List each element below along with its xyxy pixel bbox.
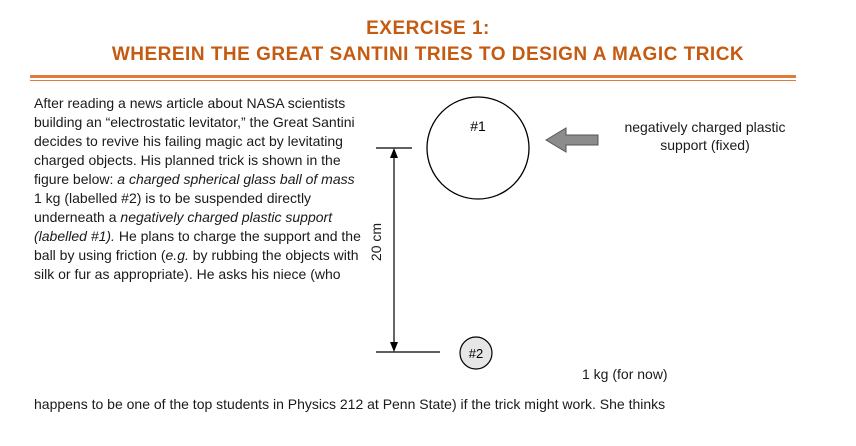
paragraph-last-line: happens to be one of the top students in… bbox=[34, 396, 666, 412]
dimension-arrow-up-icon bbox=[390, 148, 398, 158]
support-number: #1 bbox=[470, 118, 486, 134]
dimension-arrow-down-icon bbox=[390, 342, 398, 352]
distance-label: 20 cm bbox=[368, 222, 384, 262]
plastic-support-circle bbox=[426, 96, 530, 200]
paragraph-text-tail: by rubbing the objects with silk or fur … bbox=[34, 247, 359, 282]
paragraph-text: After reading a news article about NASA … bbox=[34, 95, 355, 187]
ball-mass-label: 1 kg (for now) bbox=[582, 366, 668, 382]
paragraph-text-end: He plans to charge the support and the b… bbox=[34, 228, 361, 263]
title-rule-thick bbox=[30, 75, 796, 78]
paragraph-italic-eg: e.g. bbox=[165, 247, 189, 263]
paragraph-italic-ball: a charged spherical glass ball of mass bbox=[117, 171, 355, 187]
title-rule-thin bbox=[30, 80, 796, 81]
ball-number: #2 bbox=[469, 346, 483, 361]
paragraph-italic-support: negatively charged plastic support (labe… bbox=[34, 209, 333, 244]
support-label: negatively charged plastic support (fixe… bbox=[624, 119, 786, 153]
exercise-title: WHEREIN THE GREAT SANTINI TRIES TO DESIG… bbox=[111, 44, 745, 65]
problem-paragraph: After reading a news article about NASA … bbox=[34, 94, 364, 284]
paragraph-text-mid: 1 kg (labelled #2) is to be suspended di… bbox=[34, 190, 312, 225]
pointer-arrow-icon bbox=[545, 127, 599, 153]
exercise-number: EXERCISE 1: bbox=[366, 18, 490, 39]
glass-ball-circle bbox=[459, 336, 493, 370]
